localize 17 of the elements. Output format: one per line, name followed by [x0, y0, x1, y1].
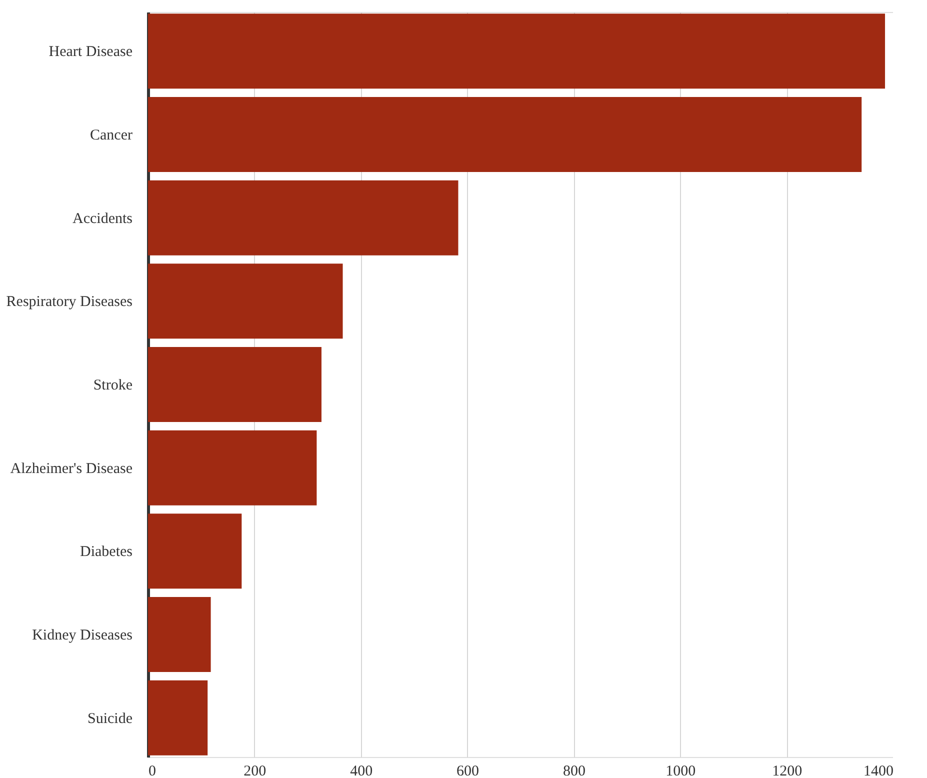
x-tick-label: 800 — [562, 764, 586, 778]
y-tick-label: Respiratory Diseases — [6, 294, 133, 310]
x-tick-label: 1400 — [864, 764, 894, 778]
x-tick-label: 1200 — [772, 764, 802, 778]
y-tick-label: Stroke — [93, 378, 133, 394]
y-tick-label: Diabetes — [80, 544, 133, 560]
y-tick-label: Kidney Diseases — [32, 628, 133, 644]
y-tick-label: Suicide — [88, 710, 133, 727]
x-tick-label: 1000 — [666, 764, 696, 778]
y-tick-label: Heart Disease — [48, 44, 133, 60]
x-tick-label: 600 — [456, 764, 480, 778]
y-tick-label: Alzheimer's Disease — [10, 460, 133, 477]
y-tick-label: Cancer — [90, 128, 132, 144]
y-tick-label: Accidents — [72, 210, 133, 227]
x-tick-label: 200 — [244, 764, 266, 778]
x-tick-label: 0 — [148, 764, 156, 778]
x-tick-label: 400 — [350, 764, 373, 778]
